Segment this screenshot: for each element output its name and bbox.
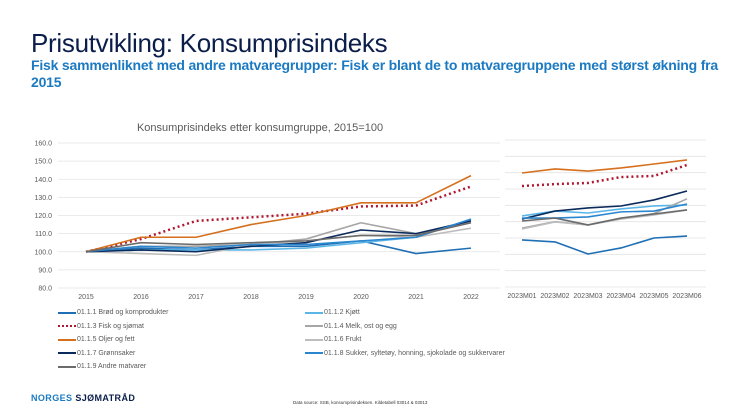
legend-item: 01.1.6 Frukt bbox=[305, 336, 361, 343]
chart-title: Konsumprisindeks etter konsumgruppe, 201… bbox=[137, 122, 383, 134]
legend-swatch bbox=[305, 338, 323, 341]
legend-swatch bbox=[58, 365, 76, 368]
legend-label: 01.1.6 Frukt bbox=[324, 336, 362, 343]
y-tick-label: 130.0 bbox=[34, 195, 52, 202]
legend-item: 01.1.3 Fisk og sjømat bbox=[58, 323, 144, 330]
legend-swatch bbox=[58, 311, 76, 314]
y-tick-label: 100.0 bbox=[34, 249, 52, 256]
left-series-line: 01.1.3 Fisk og sjømat bbox=[85, 185, 472, 253]
x-tick-label: 2017 bbox=[188, 294, 204, 301]
legend-item: 01.1.1 Brød og kornprodukter bbox=[58, 309, 168, 316]
legend-label: 01.1.2 Kjøtt bbox=[324, 309, 360, 316]
left-series-line: 01.1.1 Brød og kornprodukter bbox=[85, 240, 472, 255]
legend-item: 01.1.9 Andre matvarer bbox=[58, 363, 146, 370]
legend-swatch bbox=[58, 325, 76, 327]
x-tick-label: 2023M05 bbox=[639, 293, 668, 300]
x-tick-label: 2022 bbox=[463, 294, 479, 301]
x-tick-label: 2021 bbox=[408, 294, 424, 301]
norges-sjomatrad-logo: NORGES SJØMATRÅD bbox=[31, 393, 135, 403]
y-tick-label: 150.0 bbox=[34, 159, 52, 166]
legend-swatch bbox=[305, 311, 323, 314]
logo-text-sjomatrad: SJØMATRÅD bbox=[75, 393, 136, 403]
page-title: Prisutvikling: Konsumprisindeks bbox=[31, 28, 388, 58]
right-chart-x-axis: 2023M01 2023M02 2023M03 2023M04 2023M05 2023M… bbox=[507, 293, 701, 300]
left-series-line: 01.1.8 Sukker, syltetøy, honning, sjokol… bbox=[85, 218, 472, 253]
x-tick-label: 2016 bbox=[133, 294, 149, 301]
left-series-line: 01.1.5 Oljer og fett bbox=[85, 174, 472, 253]
left-series-line: 01.1.6 Frukt bbox=[85, 227, 472, 257]
right-chart-gridlines bbox=[505, 139, 706, 288]
right-series-line: 01.1.1 Brød og kornprodukter bbox=[521, 235, 688, 255]
legend-item: 01.1.7 Grønnsaker bbox=[58, 350, 135, 357]
y-tick-label: 120.0 bbox=[34, 213, 52, 220]
x-tick-label: 2023M02 bbox=[540, 293, 569, 300]
legend-label: 01.1.4 Melk, ost og egg bbox=[324, 322, 397, 330]
left-series-line: 01.1.9 Andre matvarer bbox=[85, 221, 472, 253]
x-tick-label: 2023M06 bbox=[672, 293, 701, 300]
legend-label: 01.1.8 Sukker, syltetøy, honning, sjokol… bbox=[324, 349, 505, 357]
left-chart-gridlines bbox=[58, 142, 500, 289]
y-tick-label: 80.0 bbox=[38, 286, 52, 293]
left-chart-x-axis: 2015 2016 2017 2018 2019 2020 2021 2022 bbox=[78, 294, 479, 301]
page-subtitle: Fisk sammenliknet med andre matvaregrupp… bbox=[31, 57, 718, 90]
legend-label: 01.1.9 Andre matvarer bbox=[77, 363, 147, 370]
right-series-line: 01.1.7 Grønnsaker bbox=[521, 190, 688, 220]
y-tick-label: 160.0 bbox=[34, 141, 52, 148]
x-tick-label: 2020 bbox=[353, 294, 369, 301]
legend-item: 01.1.4 Melk, ost og egg bbox=[305, 323, 397, 330]
legend-swatch bbox=[305, 352, 323, 354]
x-tick-label: 2023M03 bbox=[573, 293, 602, 300]
right-series-line: 01.1.3 Fisk og sjømat bbox=[521, 163, 688, 188]
legend-item: 01.1.5 Oljer og fett bbox=[58, 336, 135, 343]
x-tick-label: 2018 bbox=[243, 294, 259, 301]
y-tick-label: 110.0 bbox=[35, 231, 52, 238]
legend-swatch bbox=[58, 338, 76, 341]
right-series-line: 01.1.5 Oljer og fett bbox=[521, 159, 688, 174]
right-series-line: 01.1.9 Andre matvarer bbox=[521, 209, 688, 226]
legend-label: 01.1.7 Grønnsaker bbox=[77, 349, 136, 357]
left-chart-y-axis: 80.0 90.0 100.0 110.0 120.0 130.0 140.0 150.0 16… bbox=[34, 141, 52, 293]
x-tick-label: 2015 bbox=[78, 294, 94, 301]
y-tick-label: 90.0 bbox=[38, 267, 52, 274]
logo-text-norges: NORGES bbox=[31, 393, 73, 403]
x-tick-label: 2023M04 bbox=[606, 293, 635, 300]
legend-swatch bbox=[305, 325, 323, 327]
legend-item: 01.1.8 Sukker, syltetøy, honning, sjokol… bbox=[305, 350, 505, 357]
x-tick-label: 2023M01 bbox=[507, 293, 536, 300]
legend-item: 01.1.2 Kjøtt bbox=[305, 309, 360, 316]
y-tick-label: 140.0 bbox=[34, 177, 52, 184]
legend-label: 01.1.5 Oljer og fett bbox=[77, 336, 135, 343]
x-tick-label: 2019 bbox=[298, 294, 314, 301]
legend-label: 01.1.1 Brød og kornprodukter bbox=[77, 309, 169, 316]
legend-swatch bbox=[58, 352, 76, 354]
data-source-note: Data source: SSB, konsumprisindeksen. Ki… bbox=[293, 400, 428, 405]
legend-label: 01.1.3 Fisk og sjømat bbox=[77, 322, 144, 330]
